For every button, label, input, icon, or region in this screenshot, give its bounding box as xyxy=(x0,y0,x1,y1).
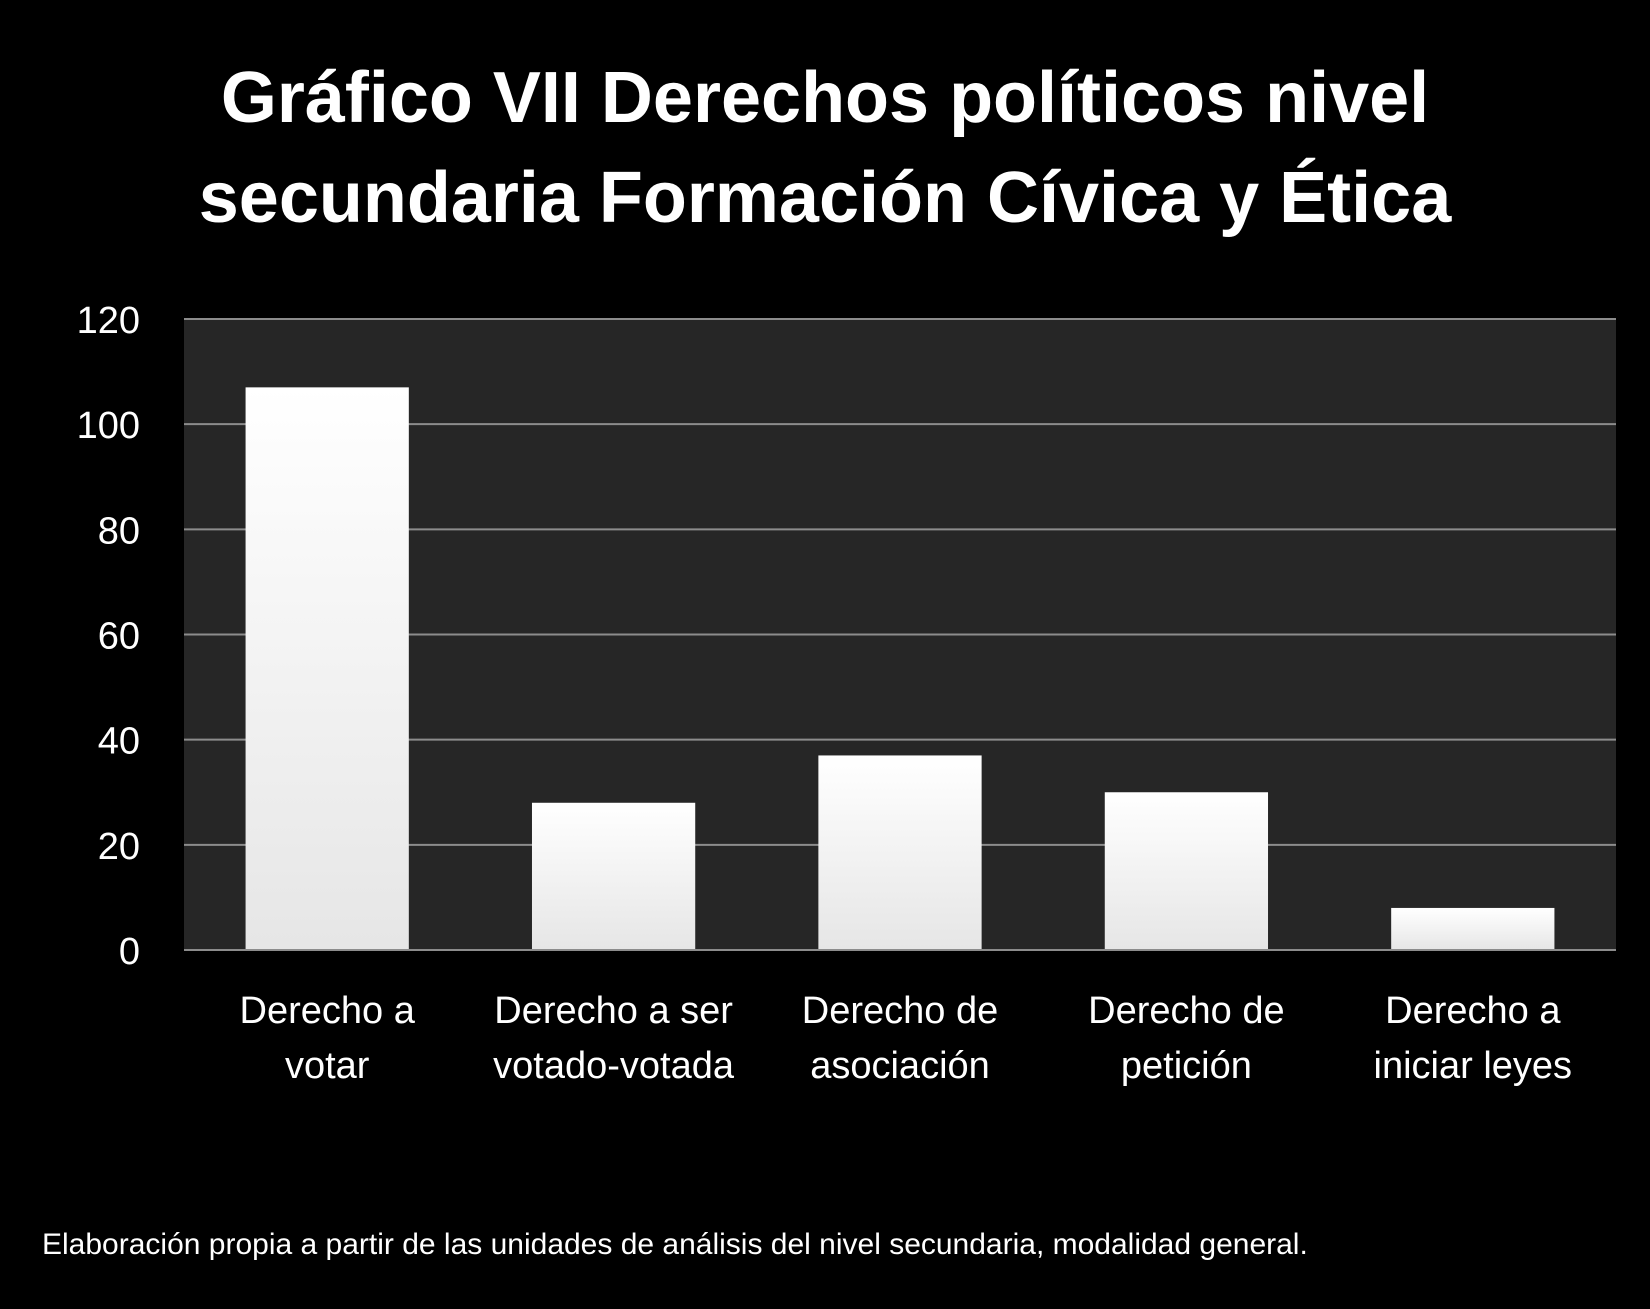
x-category-label: Derecho de petición xyxy=(1088,990,1284,1087)
bar xyxy=(1391,907,1555,950)
bar xyxy=(818,755,982,950)
chart-title-line-2: secundaria Formación Cívica y Ética xyxy=(198,158,1452,238)
bar xyxy=(245,387,409,950)
x-axis-labels: Derecho a votar Derecho a ser votado-votada… xyxy=(240,990,1573,1087)
y-tick-label: 20 xyxy=(98,826,140,868)
y-tick-label: 40 xyxy=(98,721,140,763)
chart-title: Gráfico VII Derechos políticos nivel sec… xyxy=(0,48,1650,248)
bars xyxy=(245,387,1555,950)
y-tick-label: 80 xyxy=(98,510,140,552)
y-tick-label: 120 xyxy=(77,300,140,342)
y-axis-ticks: 0 20 40 60 80 100 120 xyxy=(77,300,140,973)
chart-title-line-1: Gráfico VII Derechos políticos nivel xyxy=(220,58,1430,138)
x-category-label: Derecho a ser votado-votada xyxy=(493,990,735,1087)
bar xyxy=(531,802,696,950)
x-category-label: Derecho a iniciar leyes xyxy=(1374,990,1573,1087)
x-category-label: Derecho de asociación xyxy=(802,990,998,1087)
y-tick-label: 60 xyxy=(98,616,140,658)
y-tick-label: 0 xyxy=(119,931,140,973)
gridlines xyxy=(184,318,1616,846)
source-footnote: Elaboración propia a partir de las unida… xyxy=(42,1228,1308,1261)
bar xyxy=(1104,792,1269,950)
x-category-label: Derecho a votar xyxy=(240,990,416,1087)
y-tick-label: 100 xyxy=(77,405,140,447)
